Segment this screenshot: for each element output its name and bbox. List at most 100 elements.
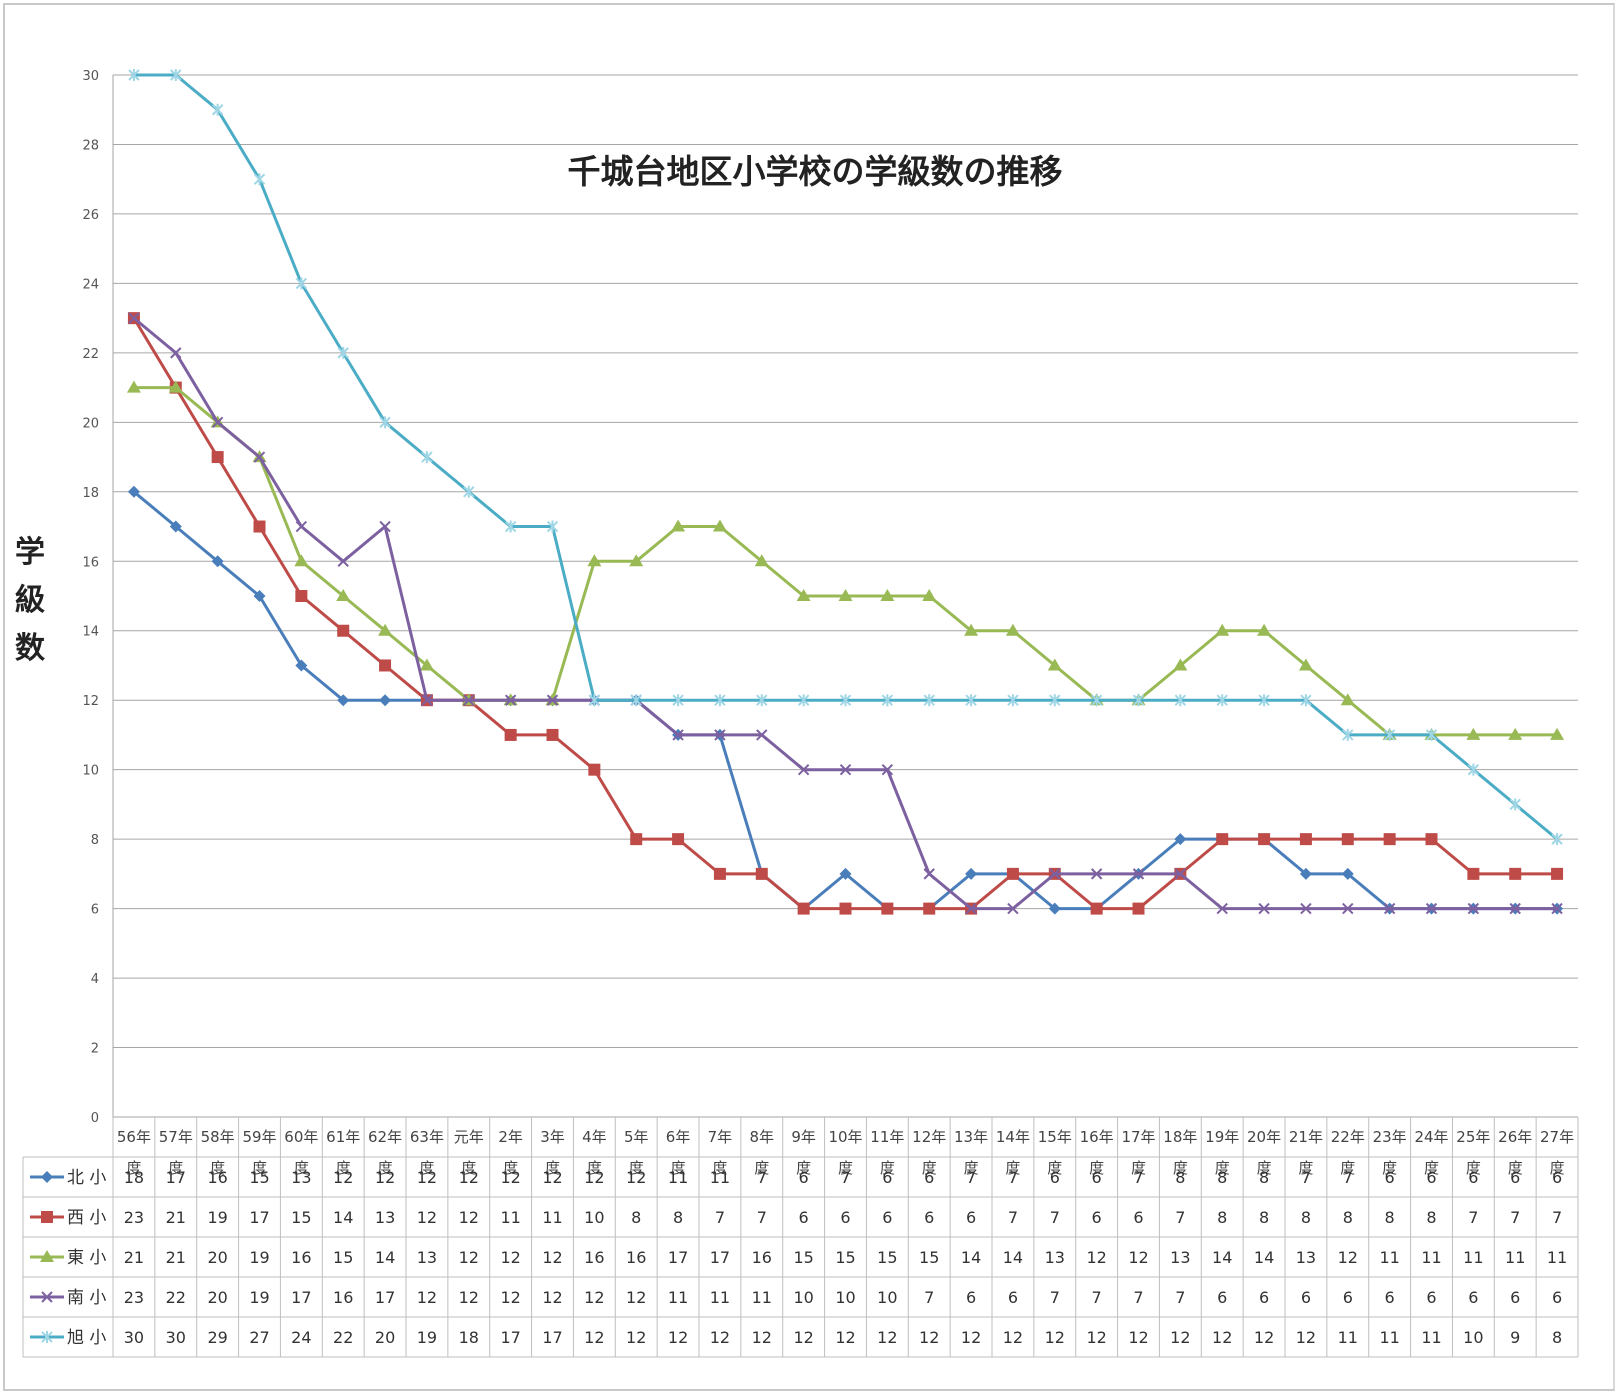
data-point bbox=[419, 658, 434, 671]
x-tick-label: 13年 bbox=[954, 1128, 988, 1146]
y-tick-label: 28 bbox=[82, 138, 99, 153]
table-cell: 23 bbox=[124, 1288, 144, 1307]
data-point bbox=[1174, 868, 1187, 880]
data-point bbox=[839, 867, 852, 880]
legend-label: 東 小 bbox=[67, 1248, 106, 1268]
table-cell: 15 bbox=[835, 1248, 855, 1267]
table-cell: 6 bbox=[882, 1208, 892, 1227]
table-row: 北 小 18 17 16 15 13 12 12 12 12 12 12 12 12 11 11 7 6 7 6 6 7 7… bbox=[30, 1168, 1562, 1188]
table-cell: 12 bbox=[1003, 1328, 1023, 1347]
table-cell: 15 bbox=[249, 1168, 269, 1187]
data-point bbox=[1174, 833, 1187, 846]
data-point bbox=[295, 277, 308, 290]
table-cell: 12 bbox=[626, 1328, 646, 1347]
table-cell: 12 bbox=[542, 1248, 562, 1267]
table-cell: 11 bbox=[1338, 1328, 1358, 1347]
table-cell: 8 bbox=[1259, 1208, 1269, 1227]
table-row: 西 小 23 21 19 17 15 14 13 12 12 11 11 10 8 8 7 7 6 6 6 6 6 7 7 6 6… bbox=[30, 1208, 1562, 1228]
x-tick-label: 27年 bbox=[1540, 1128, 1574, 1146]
x-tick-label: 58年 bbox=[201, 1128, 235, 1146]
x-tick-label-suffix: 度 bbox=[880, 1159, 895, 1177]
data-point bbox=[1551, 867, 1564, 880]
x-tick-label-suffix: 度 bbox=[1382, 1159, 1397, 1177]
table-cell: 12 bbox=[626, 1288, 646, 1307]
table-cell: 12 bbox=[1338, 1248, 1358, 1267]
table-cell: 12 bbox=[1128, 1328, 1148, 1347]
data-point bbox=[964, 623, 979, 636]
y-tick-label: 6 bbox=[91, 903, 99, 918]
table-cell: 14 bbox=[1254, 1248, 1274, 1267]
data-point bbox=[294, 554, 309, 567]
data-point bbox=[1258, 694, 1270, 707]
table-row: 東 小 21 21 20 19 16 15 14 13 12 12 12 16 16 17 17 16 15 15 1… bbox=[30, 1248, 1567, 1268]
data-point bbox=[253, 173, 266, 186]
data-point bbox=[965, 694, 977, 707]
data-point bbox=[379, 694, 392, 707]
table-cell: 6 bbox=[799, 1208, 809, 1227]
table-cell: 17 bbox=[375, 1288, 395, 1307]
data-point bbox=[1425, 833, 1438, 846]
x-tick-label: 23年 bbox=[1373, 1128, 1407, 1146]
table-cell: 7 bbox=[1175, 1208, 1185, 1227]
table-cell: 17 bbox=[500, 1328, 520, 1347]
table-cell: 12 bbox=[1128, 1248, 1148, 1267]
table-cell: 8 bbox=[1343, 1208, 1353, 1227]
y-axis-label-char: 数 bbox=[15, 631, 46, 666]
data-point bbox=[1132, 902, 1145, 915]
table-cell: 22 bbox=[166, 1288, 186, 1307]
data-point bbox=[880, 589, 895, 601]
table-cell: 21 bbox=[166, 1248, 186, 1267]
table-cell: 11 bbox=[1505, 1248, 1525, 1267]
data-point bbox=[1509, 798, 1521, 811]
x-tick-label: 元年 bbox=[454, 1128, 484, 1146]
y-tick-label: 0 bbox=[91, 1111, 99, 1126]
data-point bbox=[546, 520, 559, 533]
table-cell: 12 bbox=[1296, 1328, 1316, 1347]
table-row: 旭 小 30 30 29 27 24 22 20 19 18 17 17 12 12 12 12 12 12 12 1… bbox=[30, 1328, 1562, 1348]
x-tick-label-suffix: 度 bbox=[168, 1159, 183, 1177]
table-cell: 6 bbox=[1092, 1208, 1102, 1227]
table-cell: 6 bbox=[924, 1208, 934, 1227]
table-cell: 6 bbox=[1552, 1288, 1562, 1307]
data-point bbox=[1132, 694, 1145, 707]
table-cell: 13 bbox=[1296, 1248, 1316, 1267]
x-tick-label-suffix: 度 bbox=[1257, 1159, 1272, 1177]
data-point bbox=[1467, 902, 1480, 915]
data-point bbox=[421, 451, 433, 464]
x-tick-label-suffix: 度 bbox=[210, 1159, 225, 1177]
x-tick-label-suffix: 度 bbox=[1215, 1159, 1230, 1177]
table-cell: 6 bbox=[1385, 1288, 1395, 1307]
data-point bbox=[463, 485, 475, 498]
x-tick-label-suffix: 度 bbox=[671, 1159, 686, 1177]
data-point bbox=[169, 520, 182, 533]
data-point bbox=[337, 346, 349, 359]
table-cell: 8 bbox=[1259, 1168, 1269, 1187]
table-cell: 7 bbox=[1133, 1288, 1143, 1307]
data-point bbox=[923, 902, 936, 915]
data-point bbox=[1173, 658, 1188, 671]
x-tick-label: 20年 bbox=[1247, 1128, 1281, 1146]
table-cell: 12 bbox=[584, 1168, 604, 1187]
data-point bbox=[41, 1291, 53, 1303]
data-point bbox=[337, 694, 350, 707]
data-point bbox=[1216, 833, 1229, 846]
series-5 bbox=[128, 69, 1563, 846]
x-tick-label: 3年 bbox=[540, 1128, 565, 1146]
table-cell: 12 bbox=[584, 1328, 604, 1347]
table-cell: 11 bbox=[668, 1168, 688, 1187]
table-cell: 12 bbox=[919, 1328, 939, 1347]
data-point bbox=[1258, 902, 1270, 915]
data-point bbox=[714, 729, 726, 741]
data-point bbox=[1341, 833, 1354, 846]
data-point bbox=[336, 589, 351, 601]
table-cell: 12 bbox=[500, 1288, 520, 1307]
x-tick-label: 9年 bbox=[791, 1128, 816, 1146]
legend-label: 北 小 bbox=[67, 1168, 106, 1188]
data-point bbox=[672, 833, 685, 846]
y-axis-label-char: 学 bbox=[15, 535, 45, 570]
table-cell: 6 bbox=[1050, 1168, 1060, 1187]
data-point bbox=[168, 380, 183, 393]
table-cell: 11 bbox=[752, 1288, 772, 1307]
data-point bbox=[211, 451, 224, 464]
data-point bbox=[881, 694, 894, 707]
